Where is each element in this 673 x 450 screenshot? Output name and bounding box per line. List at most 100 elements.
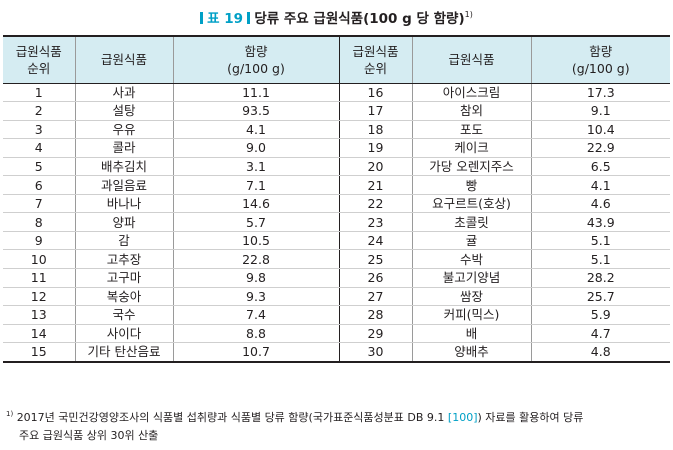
food-cell: 감 [74, 231, 173, 251]
food-cell-2: 불고기양념 [411, 268, 531, 288]
content-cell-2: 28.2 [530, 268, 670, 288]
rank-cell: 9 [3, 231, 75, 251]
rank-cell: 8 [3, 212, 75, 232]
food-cell: 배추김치 [74, 157, 173, 177]
food-cell-2: 요구르트(호상) [411, 194, 531, 214]
content-cell-2: 5.1 [530, 249, 670, 269]
content-cell: 9.3 [172, 287, 339, 307]
content-cell-2: 4.6 [530, 194, 670, 214]
title-footnote-mark: 1) [464, 10, 473, 19]
rank-cell-2: 25 [338, 249, 412, 269]
rank-cell-2: 22 [338, 194, 412, 214]
rank-cell-2: 21 [338, 175, 412, 195]
food-cell: 과일음료 [74, 175, 173, 195]
rank-cell: 14 [3, 324, 75, 344]
food-cell: 사과 [74, 83, 173, 103]
food-cell-2: 케이크 [411, 138, 531, 158]
table-caption: 당류 주요 급원식품(100 g 당 함량) [254, 11, 465, 27]
food-cell: 콜라 [74, 138, 173, 158]
content-cell: 5.7 [172, 212, 339, 232]
rank-cell-2: 16 [338, 83, 412, 103]
table-row: 10 고추장 22.8 25 수박 5.1 [3, 249, 670, 269]
content-cell: 3.1 [172, 157, 339, 177]
content-cell-2: 6.5 [530, 157, 670, 177]
table-row: 8 양파 5.7 23 초콜릿 43.9 [3, 212, 670, 232]
food-cell: 바나나 [74, 194, 173, 214]
content-cell: 11.1 [172, 83, 339, 103]
table-header-row: 급원식품 순위 급원식품 함량 (g/100 g) 급원식품 순위 급원식품 함량 (g… [3, 35, 670, 84]
header-rank-2: 급원식품 순위 [338, 35, 412, 84]
rank-cell-2: 19 [338, 138, 412, 158]
header-food-2: 급원식품 [411, 35, 531, 84]
title-bar-right [247, 12, 251, 24]
table-row: 7 바나나 14.6 22 요구르트(호상) 4.6 [3, 194, 670, 214]
content-cell-2: 4.1 [530, 175, 670, 195]
rank-cell-2: 18 [338, 120, 412, 140]
footnote-reference-link[interactable]: [100] [447, 411, 478, 424]
sugar-source-table: 급원식품 순위 급원식품 함량 (g/100 g) 급원식품 순위 급원식품 함량 (g… [3, 35, 670, 363]
table-row: 3 우유 4.1 18 포도 10.4 [3, 120, 670, 140]
food-cell: 기타 탄산음료 [74, 342, 173, 363]
food-cell: 국수 [74, 305, 173, 325]
rank-cell: 12 [3, 287, 75, 307]
content-cell: 14.6 [172, 194, 339, 214]
content-cell: 10.5 [172, 231, 339, 251]
table-row: 13 국수 7.4 28 커피(믹스) 5.9 [3, 305, 670, 325]
rank-cell: 15 [3, 342, 75, 363]
rank-cell: 11 [3, 268, 75, 288]
title-bar-left [200, 12, 204, 24]
rank-cell: 7 [3, 194, 75, 214]
content-cell: 7.1 [172, 175, 339, 195]
rank-cell: 3 [3, 120, 75, 140]
rank-cell: 13 [3, 305, 75, 325]
table-row: 11 고구마 9.8 26 불고기양념 28.2 [3, 268, 670, 288]
food-cell-2: 가당 오렌지주스 [411, 157, 531, 177]
rank-cell: 2 [3, 101, 75, 121]
footnote-mark: 1) [6, 410, 14, 418]
content-cell-2: 5.1 [530, 231, 670, 251]
content-cell-2: 17.3 [530, 83, 670, 103]
food-cell-2: 양배추 [411, 342, 531, 363]
content-cell-2: 4.7 [530, 324, 670, 344]
food-cell-2: 포도 [411, 120, 531, 140]
table-row: 14 사이다 8.8 29 배 4.7 [3, 324, 670, 344]
footnote: 1) 2017년 국민건강영양조사의 식품별 섭취량과 식품별 당류 함량(국가… [6, 405, 666, 445]
content-cell: 8.8 [172, 324, 339, 344]
table-row: 6 과일음료 7.1 21 빵 4.1 [3, 175, 670, 195]
content-cell: 4.1 [172, 120, 339, 140]
rank-cell-2: 20 [338, 157, 412, 177]
content-cell-2: 43.9 [530, 212, 670, 232]
content-cell-2: 5.9 [530, 305, 670, 325]
food-cell-2: 빵 [411, 175, 531, 195]
food-cell-2: 참외 [411, 101, 531, 121]
rank-cell-2: 27 [338, 287, 412, 307]
food-cell-2: 귤 [411, 231, 531, 251]
food-cell-2: 배 [411, 324, 531, 344]
content-cell: 9.8 [172, 268, 339, 288]
table-row: 12 복숭아 9.3 27 쌈장 25.7 [3, 287, 670, 307]
header-content: 함량 (g/100 g) [172, 35, 339, 84]
header-content-2: 함량 (g/100 g) [530, 35, 670, 84]
table-row: 2 설탕 93.5 17 참외 9.1 [3, 101, 670, 121]
food-cell-2: 아이스크림 [411, 83, 531, 103]
content-cell: 7.4 [172, 305, 339, 325]
table-row: 9 감 10.5 24 귤 5.1 [3, 231, 670, 251]
footnote-text-3: 주요 급원식품 상위 30위 산출 [19, 429, 159, 442]
table-title: 표 19 당류 주요 급원식품(100 g 당 함량)1) [0, 4, 673, 27]
table-row: 5 배추김치 3.1 20 가당 오렌지주스 6.5 [3, 157, 670, 177]
content-cell: 22.8 [172, 249, 339, 269]
rank-cell: 10 [3, 249, 75, 269]
table-number-label: 표 19 [207, 11, 244, 27]
content-cell-2: 10.4 [530, 120, 670, 140]
rank-cell-2: 26 [338, 268, 412, 288]
rank-cell-2: 24 [338, 231, 412, 251]
rank-cell: 4 [3, 138, 75, 158]
content-cell: 93.5 [172, 101, 339, 121]
content-cell-2: 4.8 [530, 342, 670, 363]
rank-cell: 6 [3, 175, 75, 195]
rank-cell-2: 28 [338, 305, 412, 325]
content-cell-2: 22.9 [530, 138, 670, 158]
footnote-text-1: 2017년 국민건강영양조사의 식품별 섭취량과 식품별 당류 함량(국가표준식… [16, 411, 448, 424]
header-food: 급원식품 [74, 35, 173, 84]
table-row: 4 콜라 9.0 19 케이크 22.9 [3, 138, 670, 158]
